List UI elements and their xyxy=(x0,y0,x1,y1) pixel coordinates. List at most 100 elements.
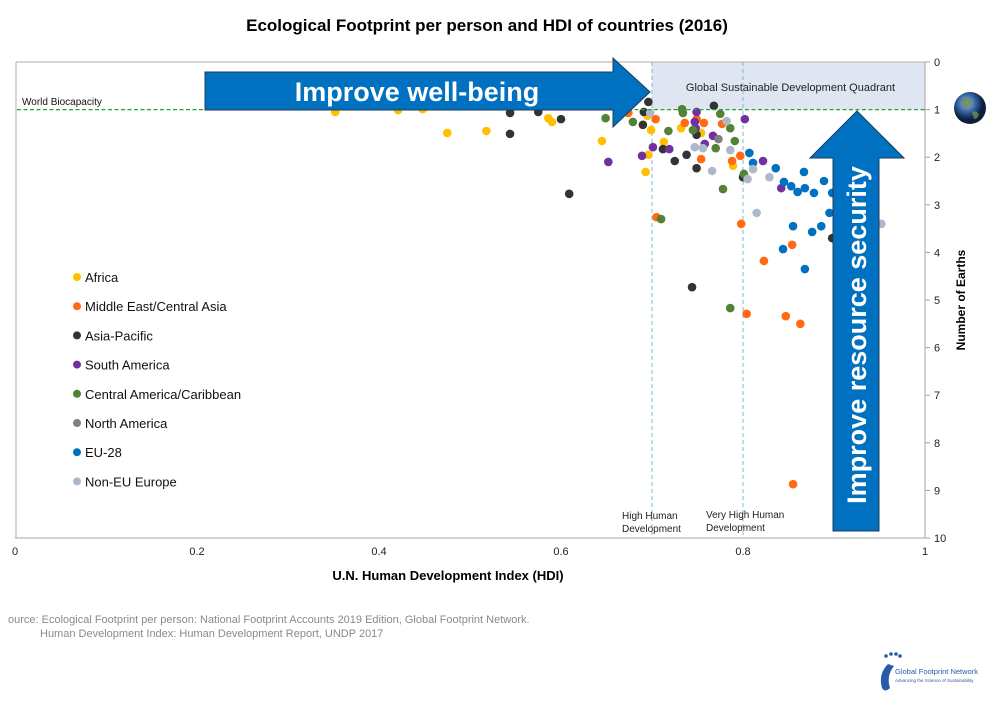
data-point-asia-pacific xyxy=(658,144,668,154)
data-point-asia-pacific xyxy=(670,156,680,166)
data-point-central-america-caribbean xyxy=(715,109,725,119)
data-point-africa xyxy=(442,128,452,138)
data-point-middle-east-central-asia xyxy=(727,156,737,166)
data-point-asia-pacific xyxy=(564,189,574,199)
data-point-middle-east-central-asia xyxy=(696,154,706,164)
data-point-asia-pacific xyxy=(682,150,691,160)
x-tick-label: 0.2 xyxy=(189,546,204,558)
data-point-central-america-caribbean xyxy=(656,214,666,224)
data-point-asia-pacific xyxy=(687,282,697,292)
y-tick-label: 6 xyxy=(934,343,940,355)
data-point-non-eu-europe xyxy=(698,143,708,153)
data-point-eu-28 xyxy=(793,187,802,197)
data-point-eu-28 xyxy=(745,148,754,158)
y-tick-label: 3 xyxy=(934,200,940,212)
data-point-south-america xyxy=(604,157,613,167)
data-point-south-america xyxy=(664,144,674,154)
footprint-toe-icon xyxy=(898,654,902,658)
y-tick-label: 5 xyxy=(934,295,940,307)
data-point-central-america-caribbean xyxy=(730,136,740,146)
very-high-hd-label-1: Very High Human xyxy=(706,510,784,521)
legend-label: Non-EU Europe xyxy=(85,474,177,489)
legend-label: Central America/Caribbean xyxy=(85,387,241,402)
data-point-middle-east-central-asia xyxy=(699,118,709,128)
data-point-eu-28 xyxy=(799,167,809,177)
footprint-toe-icon xyxy=(894,652,898,656)
data-point-central-america-caribbean xyxy=(711,143,720,153)
earth-continents-icon xyxy=(962,98,979,119)
data-point-middle-east-central-asia xyxy=(781,311,791,321)
data-point-non-eu-europe xyxy=(765,172,774,182)
logo-tagline: Advancing the Science of Sustainability xyxy=(895,678,974,683)
data-point-eu-28 xyxy=(809,188,819,198)
footprint-toe-icon xyxy=(884,654,888,658)
data-point-africa xyxy=(644,150,653,160)
data-point-central-america-caribbean xyxy=(725,123,735,133)
y-axis-title: Number of Earths xyxy=(954,249,968,350)
data-point-middle-east-central-asia xyxy=(736,219,746,229)
data-point-non-eu-europe xyxy=(743,174,752,184)
data-point-middle-east-central-asia xyxy=(759,256,769,266)
data-point-eu-28 xyxy=(819,176,829,186)
data-point-africa xyxy=(659,137,669,147)
data-point-eu-28 xyxy=(788,221,798,231)
y-tick-label: 10 xyxy=(934,533,946,545)
data-point-non-eu-europe xyxy=(707,166,717,176)
data-point-non-eu-europe xyxy=(645,108,655,118)
improve-resource-security-label: Improve resource security xyxy=(842,166,872,504)
data-point-africa xyxy=(646,125,656,135)
data-point-non-eu-europe xyxy=(690,142,700,152)
y-tick-label: 4 xyxy=(934,247,940,259)
improve-well-being-label: Improve well-being xyxy=(295,77,540,107)
data-point-south-america xyxy=(648,142,658,152)
data-point-central-america-caribbean xyxy=(678,108,688,118)
data-point-middle-east-central-asia xyxy=(651,114,660,124)
y-tick-label: 8 xyxy=(934,438,940,450)
data-point-asia-pacific xyxy=(709,101,719,111)
logo-name: Global Footprint Network xyxy=(895,667,978,676)
legend-label: EU-28 xyxy=(85,445,122,460)
data-point-asia-pacific xyxy=(638,120,648,130)
data-point-non-eu-europe xyxy=(752,208,761,218)
data-point-eu-28 xyxy=(800,264,810,274)
x-tick-label: 0.8 xyxy=(735,546,750,558)
data-point-south-america xyxy=(637,151,647,161)
data-point-north-america xyxy=(714,134,723,144)
data-point-asia-pacific xyxy=(505,129,515,139)
y-tick-label: 1 xyxy=(934,105,940,117)
data-point-non-eu-europe xyxy=(748,164,758,174)
legend-label: South America xyxy=(85,358,170,373)
data-point-asia-pacific xyxy=(556,114,566,124)
legend-marker xyxy=(73,360,81,369)
data-point-asia-pacific xyxy=(644,97,653,107)
legend-label: Asia-Pacific xyxy=(85,328,153,343)
high-hd-label-2: Development xyxy=(622,524,681,535)
world-biocapacity-label: World Biocapacity xyxy=(22,97,102,108)
data-point-middle-east-central-asia xyxy=(787,240,797,250)
data-point-south-america xyxy=(758,156,768,166)
data-point-central-america-caribbean xyxy=(601,113,610,123)
high-hd-label-1: High Human xyxy=(622,511,678,522)
very-high-hd-label-2: Development xyxy=(706,523,765,534)
data-point-eu-28 xyxy=(779,177,789,187)
y-tick-label: 9 xyxy=(934,485,940,497)
y-tick-label: 2 xyxy=(934,152,940,164)
source-line-2: Human Development Index: Human Developme… xyxy=(40,628,384,640)
data-point-eu-28 xyxy=(771,163,781,173)
sustainable-quadrant xyxy=(652,62,925,110)
earth-globe-icon xyxy=(954,92,986,124)
data-point-africa xyxy=(597,136,607,146)
data-point-middle-east-central-asia xyxy=(735,151,745,161)
y-tick-label: 7 xyxy=(934,390,940,402)
y-tick-label: 0 xyxy=(934,57,940,69)
legend-marker xyxy=(73,302,81,311)
data-point-eu-28 xyxy=(816,221,826,231)
data-point-africa xyxy=(547,117,557,127)
quadrant-label: Global Sustainable Development Quadrant xyxy=(686,82,895,94)
legend-marker xyxy=(73,419,81,427)
source-line-1: ource: Ecological Footprint per person: … xyxy=(8,614,530,626)
data-point-eu-28 xyxy=(800,183,810,193)
legend-label: North America xyxy=(85,416,168,431)
x-tick-label: 0 xyxy=(12,546,18,558)
data-point-middle-east-central-asia xyxy=(796,319,805,329)
